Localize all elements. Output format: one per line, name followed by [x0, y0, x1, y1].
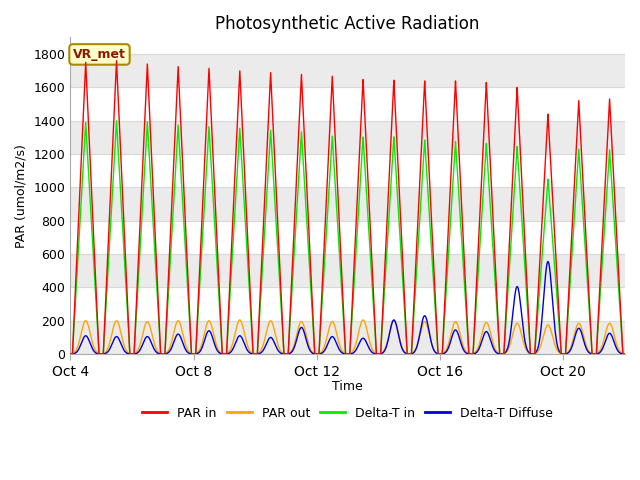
Bar [70, 54, 625, 87]
Legend: PAR in, PAR out, Delta-T in, Delta-T Diffuse: PAR in, PAR out, Delta-T in, Delta-T Dif… [138, 402, 558, 424]
Bar [70, 187, 625, 221]
Y-axis label: PAR (umol/m2/s): PAR (umol/m2/s) [15, 144, 28, 248]
X-axis label: Time: Time [332, 380, 363, 393]
Bar [70, 120, 625, 154]
Bar [70, 254, 625, 288]
Title: Photosynthetic Active Radiation: Photosynthetic Active Radiation [216, 15, 480, 33]
Text: VR_met: VR_met [73, 48, 126, 61]
Bar [70, 321, 625, 354]
